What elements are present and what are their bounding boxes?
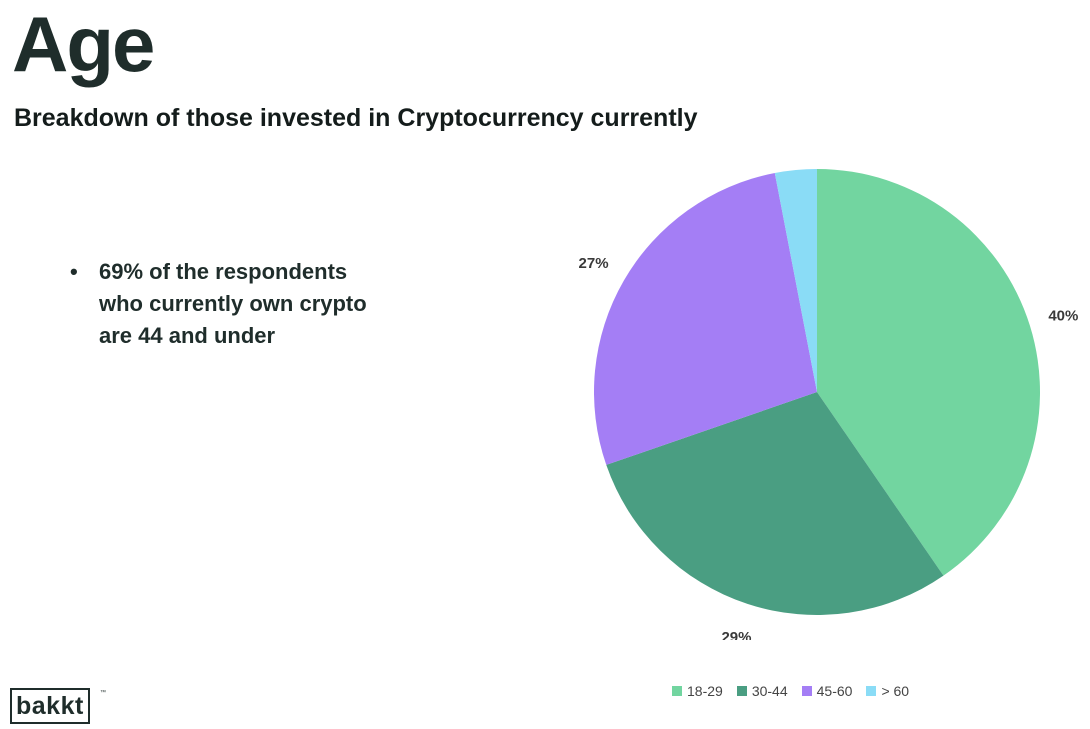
legend-swatch	[672, 686, 682, 696]
slice-label: 3%	[782, 140, 804, 144]
slice-label: 29%	[721, 629, 751, 640]
pie-chart: 40% 29% 27% 3%	[579, 140, 1079, 640]
legend-label: 30-44	[751, 683, 788, 699]
legend-item: 30-44	[736, 683, 788, 699]
logo-trademark: ™	[100, 690, 106, 696]
pie-slice-60	[774, 169, 817, 392]
legend-item: 18-29	[672, 683, 723, 699]
slice-label: 27%	[579, 255, 609, 272]
legend-label: > 60	[881, 683, 910, 699]
legend-swatch	[736, 686, 747, 696]
chart-legend: 18-29 30-44 45-60 > 60	[672, 683, 909, 699]
page-title: Age	[12, 0, 155, 88]
bullet-list: • 69% of the respondents who currently o…	[70, 256, 390, 352]
pie-slice-30-44	[606, 392, 944, 615]
legend-swatch	[866, 686, 877, 696]
legend-label: 45-60	[816, 683, 853, 699]
bullet-dot-icon: •	[70, 259, 78, 284]
legend-item: 45-60	[801, 683, 853, 699]
bullet-item: • 69% of the respondents who currently o…	[70, 256, 390, 352]
bullet-text: 69% of the respondents who currently own…	[99, 259, 367, 348]
legend-swatch	[801, 686, 812, 696]
pie-slice-45-60	[594, 173, 817, 465]
legend-item: > 60	[866, 683, 909, 699]
legend-label: 18-29	[687, 683, 723, 699]
pie-slice-18-29	[817, 169, 1040, 576]
slice-label: 40%	[1048, 307, 1078, 324]
bakkt-logo: bakkt	[10, 688, 90, 724]
page-subtitle: Breakdown of those invested in Cryptocur…	[14, 104, 698, 132]
